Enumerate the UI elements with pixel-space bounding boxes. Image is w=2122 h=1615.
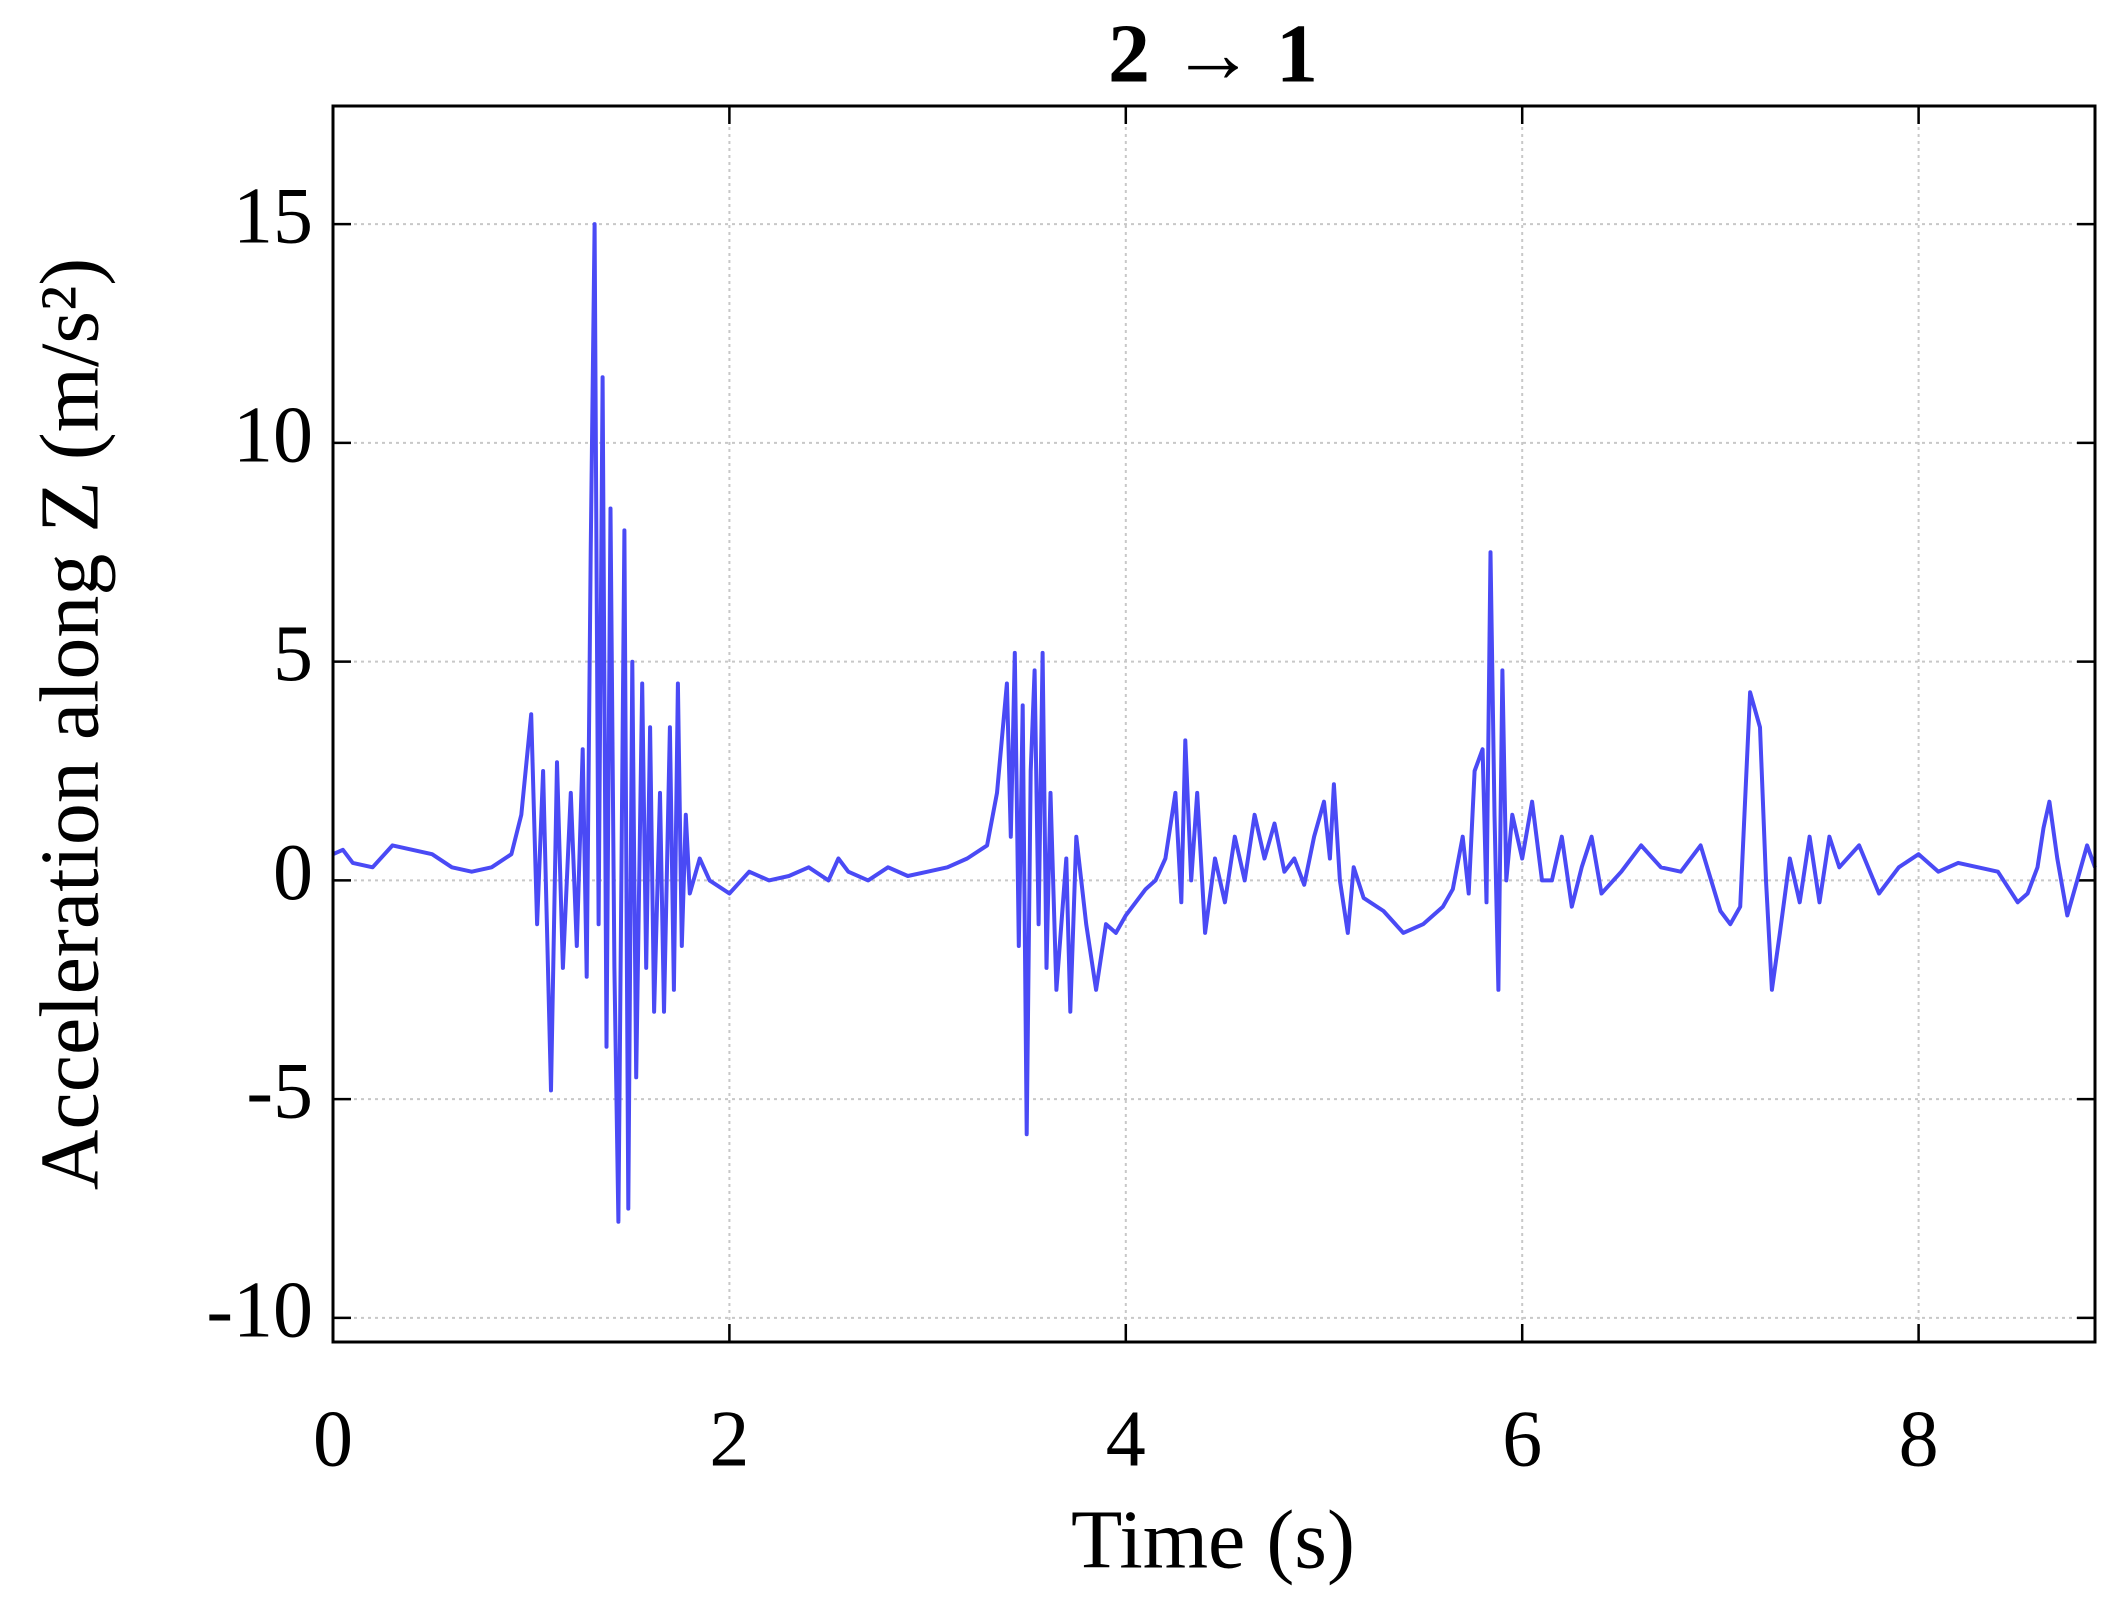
y-tick-label: -5 — [246, 1048, 313, 1136]
y-axis-label: Acceleration along Z (m/s²) — [23, 258, 116, 1191]
y-tick-label: 0 — [273, 829, 313, 917]
y-tick-label: 15 — [233, 172, 313, 260]
plot-frame — [331, 104, 2097, 1344]
chart-title: 2 → 1 — [1108, 7, 1318, 100]
x-tick-label: 8 — [1899, 1395, 1939, 1483]
y-tick-label: -10 — [206, 1266, 313, 1354]
data-line — [332, 222, 2097, 1224]
y-tick-label: 5 — [273, 610, 313, 698]
x-tick-label: 0 — [313, 1395, 353, 1483]
x-tick-label: 2 — [709, 1395, 749, 1483]
x-axis-label: Time (s) — [1071, 1493, 1355, 1586]
x-tick-label: 6 — [1502, 1395, 1542, 1483]
y-tick-label: 10 — [233, 391, 313, 479]
x-tick-label: 4 — [1106, 1395, 1146, 1483]
